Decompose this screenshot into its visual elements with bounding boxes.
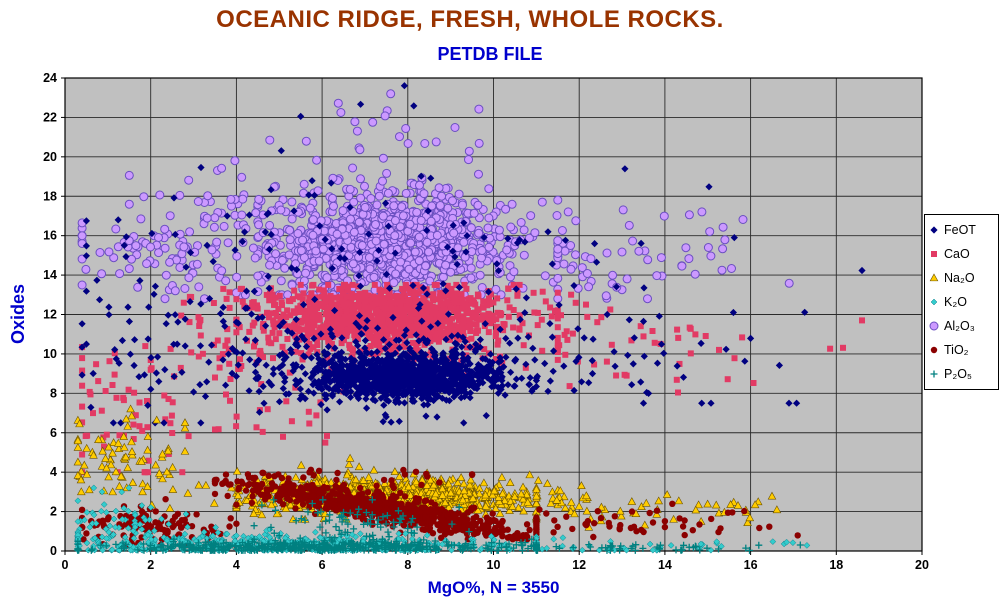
legend-entry-cao: CaO [926,242,997,266]
legend: FeOT CaO Na₂O K₂O Al₂O₃ TiO₂ P₂O₅ [924,214,999,390]
series-Al2O3-points [77,89,794,304]
na2o-marker-icon [929,273,939,282]
y-tick-label: 6 [50,426,57,440]
y-axis-title: Oxides [8,283,28,345]
x-tick-label: 2 [147,558,154,572]
x-tick-label: 6 [319,558,326,572]
y-tick-label: 16 [43,229,57,243]
legend-entry-tio2: TiO₂ [926,338,997,362]
series-P2O5-points [74,496,804,554]
cao-marker-icon [931,251,937,257]
y-tick-label: 20 [43,150,57,164]
y-tick-label: 10 [43,347,57,361]
chart-subtitle: PETDB FILE [437,44,543,64]
al2o3-marker-icon [929,321,939,331]
scatter-points [73,82,866,554]
x-tick-label: 14 [658,558,672,572]
tio2-marker-icon [930,346,938,354]
legend-label: FeOT [944,223,976,237]
x-tick-label: 10 [487,558,501,572]
legend-entry-p2o5: P₂O₅ [926,362,997,386]
y-tick-label: 24 [43,71,57,85]
legend-label: Al₂O₃ [944,319,975,333]
y-tick-label: 18 [43,189,57,203]
legend-label: K₂O [944,295,967,309]
feot-marker-icon [930,226,938,234]
legend-label: TiO₂ [944,343,969,357]
y-tick-label: 4 [50,465,57,479]
x-tick-label: 16 [744,558,758,572]
x-tick-label: 18 [829,558,843,572]
chart-title: OCEANIC RIDGE, FRESH, WHOLE ROCKS. [216,6,724,33]
legend-label: Na₂O [944,271,975,285]
p2o5-marker-icon [930,370,938,378]
y-tick-label: 0 [50,544,57,558]
legend-label: CaO [944,247,970,261]
y-tick-label: 14 [43,268,57,282]
y-tick-label: 12 [43,308,57,322]
x-tick-label: 0 [62,558,69,572]
legend-entry-na2o: Na₂O [926,266,997,290]
series-FeOT-points [78,82,866,427]
x-tick-label: 4 [233,558,240,572]
x-tick-label: 20 [915,558,929,572]
y-tick-label: 2 [50,505,57,519]
legend-entry-al2o3: Al₂O₃ [926,314,997,338]
x-axis-title: MgO%, N = 3550 [427,578,560,597]
x-tick-label: 8 [404,558,411,572]
y-tick-label: 22 [43,110,57,124]
x-tick-label: 12 [572,558,586,572]
legend-label: P₂O₅ [944,367,972,381]
legend-entry-k2o: K₂O [926,290,997,314]
y-tick-label: 8 [50,386,57,400]
legend-entry-feot: FeOT [926,218,997,242]
k2o-marker-icon [930,298,938,306]
